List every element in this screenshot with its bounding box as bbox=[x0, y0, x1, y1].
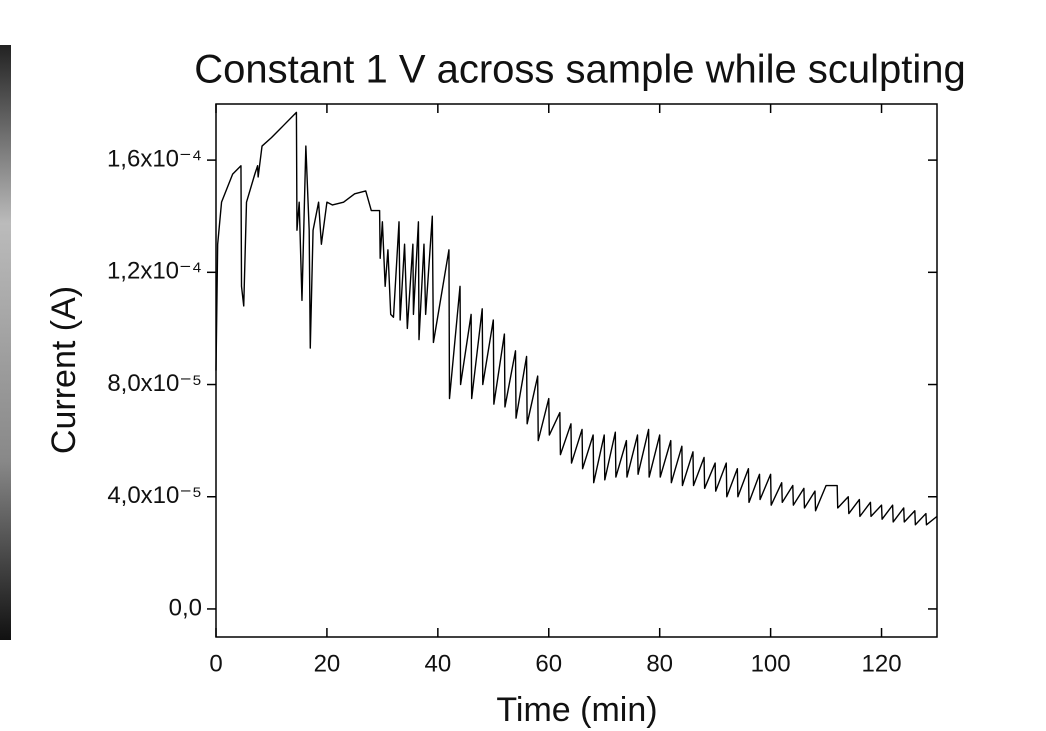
x-axis-label: Time (min) bbox=[496, 691, 657, 729]
data-line bbox=[215, 111, 938, 526]
x-tick-label: 100 bbox=[751, 650, 791, 677]
x-tick-label: 40 bbox=[424, 650, 451, 677]
chart-title: Constant 1 V across sample while sculpti… bbox=[194, 48, 965, 92]
x-tick-label: 120 bbox=[862, 650, 902, 677]
y-tick-label: 1,6x10⁻⁴ bbox=[107, 145, 202, 172]
y-tick-label: 8,0x10⁻⁵ bbox=[107, 370, 202, 397]
x-tick-label: 0 bbox=[209, 650, 222, 677]
x-tick-label: 60 bbox=[535, 650, 562, 677]
y-axis-label: Current (A) bbox=[45, 286, 83, 454]
side-image bbox=[0, 45, 11, 640]
x-tick-label: 20 bbox=[314, 650, 341, 677]
plot-frame bbox=[215, 103, 938, 638]
y-tick-label: 4,0x10⁻⁵ bbox=[107, 482, 202, 509]
x-tick-label: 80 bbox=[646, 650, 673, 677]
y-tick-label: 0,0 bbox=[169, 594, 202, 621]
y-tick-label: 1,2x10⁻⁴ bbox=[107, 258, 202, 285]
